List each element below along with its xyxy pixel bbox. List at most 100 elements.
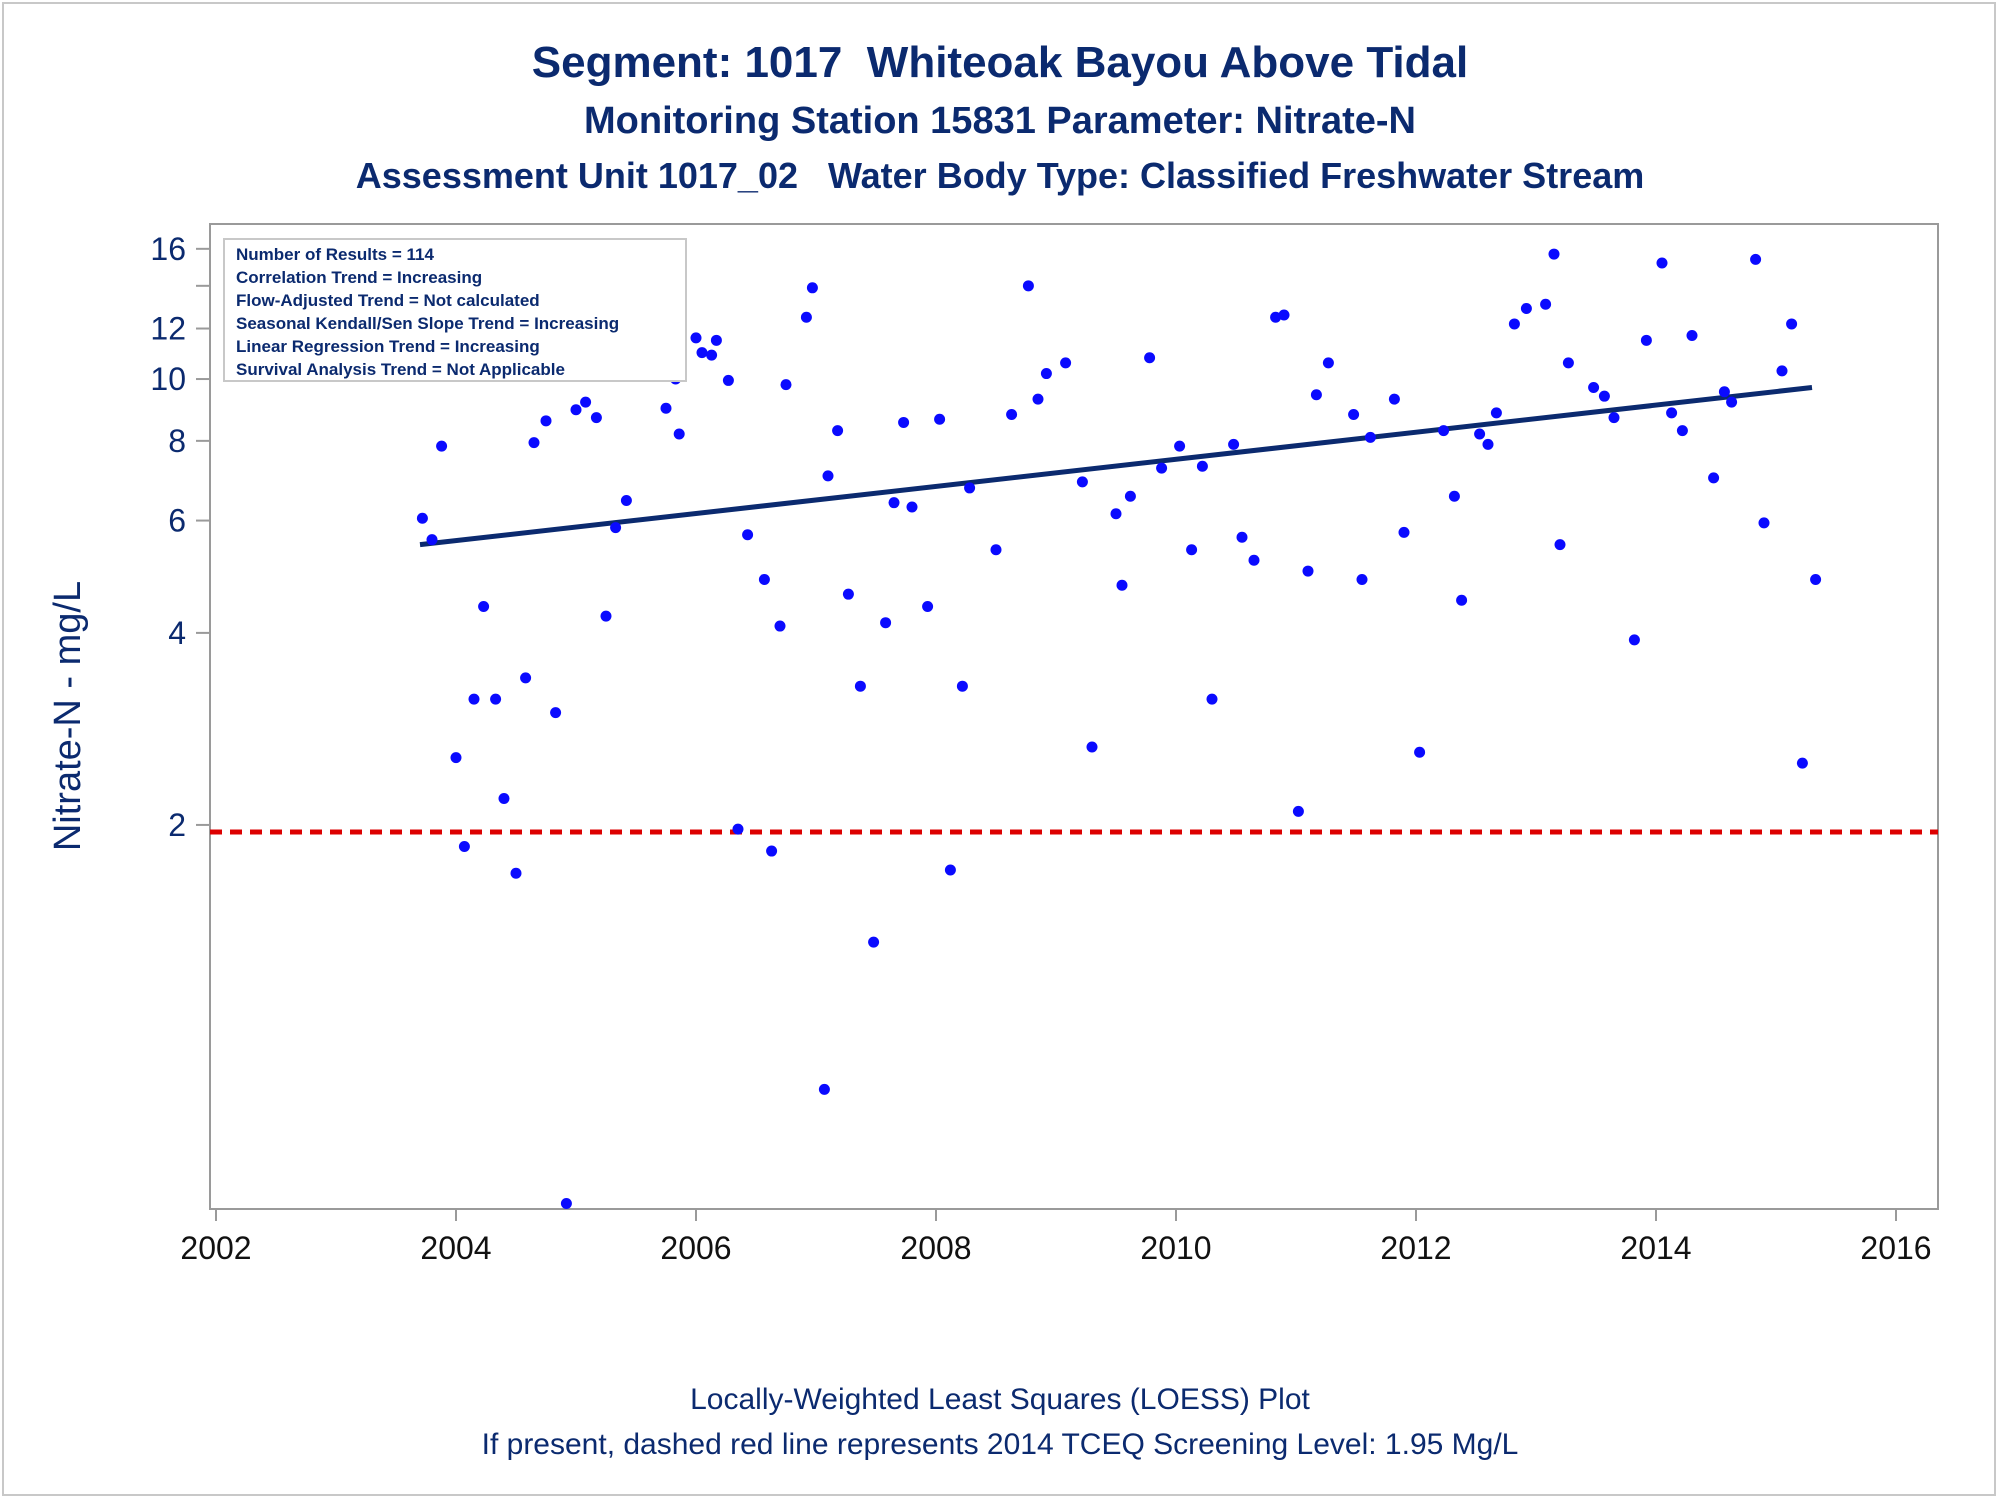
data-point (696, 347, 708, 359)
data-point (1124, 490, 1136, 502)
data-point (620, 495, 632, 507)
x-tick-label: 2006 (660, 1230, 731, 1266)
stat-number-of-results: Number of Results = 114 (236, 245, 434, 264)
data-point (673, 428, 685, 440)
data-point (1686, 330, 1698, 342)
data-point (416, 512, 428, 524)
data-point (732, 823, 744, 835)
stat-correlation-trend: Correlation Trend = Increasing (236, 268, 482, 287)
data-point (818, 1083, 830, 1095)
x-tick-label: 2012 (1380, 1230, 1451, 1266)
x-tick-label: 2004 (420, 1230, 491, 1266)
data-point (1598, 390, 1610, 402)
data-point (1032, 393, 1044, 405)
data-point (1156, 462, 1168, 474)
data-point (898, 416, 910, 428)
data-point (1174, 440, 1186, 452)
data-point (1292, 805, 1304, 817)
data-point (1554, 539, 1566, 551)
data-point (934, 413, 946, 425)
data-point (1508, 318, 1520, 330)
data-point (468, 693, 480, 705)
data-point (1482, 438, 1494, 450)
data-point (880, 617, 892, 629)
axis-ticks: 2002 2004 2006 2008 2010 2012 2014 2016 2 4 6 8 10 12… (150, 231, 1931, 1266)
footer-method-note: Locally-Weighted Least Squares (LOESS) P… (690, 1383, 1310, 1416)
data-point (540, 415, 552, 427)
data-point (1776, 365, 1788, 377)
data-point (560, 1198, 572, 1210)
data-point (1110, 508, 1122, 520)
chart-title: Segment: 1017 Whiteoak Bayou Above Tidal (531, 38, 1469, 87)
data-point (1628, 634, 1640, 646)
data-point (426, 534, 438, 546)
x-tick-label: 2016 (1860, 1230, 1931, 1266)
data-point (758, 574, 770, 586)
data-point (1608, 412, 1620, 424)
chart-subtitle-station: Monitoring Station 15831 Parameter: Nitr… (584, 100, 1416, 142)
x-tick-label: 2010 (1140, 1230, 1211, 1266)
data-point (1588, 381, 1600, 393)
data-point (842, 588, 854, 600)
data-point (1302, 565, 1314, 577)
y-tick-label: 10 (150, 361, 186, 397)
data-point (742, 529, 754, 541)
data-point (478, 600, 490, 612)
data-point (1438, 425, 1450, 437)
stat-seasonal-kendall-trend: Seasonal Kendall/Sen Slope Trend = Incre… (236, 314, 619, 333)
y-axis-label: Nitrate-N - mg/L (47, 581, 89, 851)
data-point (868, 936, 880, 948)
data-point (1270, 311, 1282, 323)
data-point (990, 544, 1002, 556)
y-tick-label: 12 (150, 311, 186, 347)
data-point (1116, 579, 1128, 591)
data-point (1388, 393, 1400, 405)
data-point (580, 396, 592, 408)
data-point (1786, 318, 1798, 330)
data-point (800, 311, 812, 323)
data-point (710, 334, 722, 346)
data-point (458, 841, 470, 853)
data-point (1060, 357, 1072, 369)
y-tick-label: 6 (168, 503, 186, 539)
data-point (1666, 407, 1678, 419)
y-tick-label: 4 (168, 615, 186, 651)
data-point (722, 374, 734, 386)
data-point (806, 282, 818, 294)
y-tick-label: 2 (168, 807, 186, 843)
data-point (1456, 594, 1468, 606)
data-point (1490, 407, 1502, 419)
y-tick-label: 8 (168, 423, 186, 459)
data-point (570, 404, 582, 416)
data-point (1656, 257, 1668, 269)
data-point (1310, 389, 1322, 401)
data-point (1448, 490, 1460, 502)
data-point (1708, 472, 1720, 484)
data-point (610, 522, 622, 534)
data-point (1640, 334, 1652, 346)
data-point (1540, 298, 1552, 310)
data-point (1206, 693, 1218, 705)
data-point (706, 349, 718, 361)
data-point (660, 402, 672, 414)
data-point (1006, 408, 1018, 420)
data-point (498, 793, 510, 805)
x-tick-label: 2002 (180, 1230, 251, 1266)
data-point (1196, 460, 1208, 472)
data-point (1520, 302, 1532, 314)
data-point (854, 680, 866, 692)
data-point (690, 332, 702, 344)
data-point (1076, 476, 1088, 488)
data-point (550, 707, 562, 719)
x-tick-label: 2008 (900, 1230, 971, 1266)
data-point (450, 752, 462, 764)
data-point (1474, 428, 1486, 440)
data-point (510, 867, 522, 879)
data-point (780, 379, 792, 391)
x-tick-label: 2014 (1620, 1230, 1691, 1266)
footer-screening-note: If present, dashed red line represents 2… (481, 1428, 1519, 1461)
data-point (600, 610, 612, 622)
data-point (822, 470, 834, 482)
data-point (944, 864, 956, 876)
data-point (1718, 386, 1730, 398)
